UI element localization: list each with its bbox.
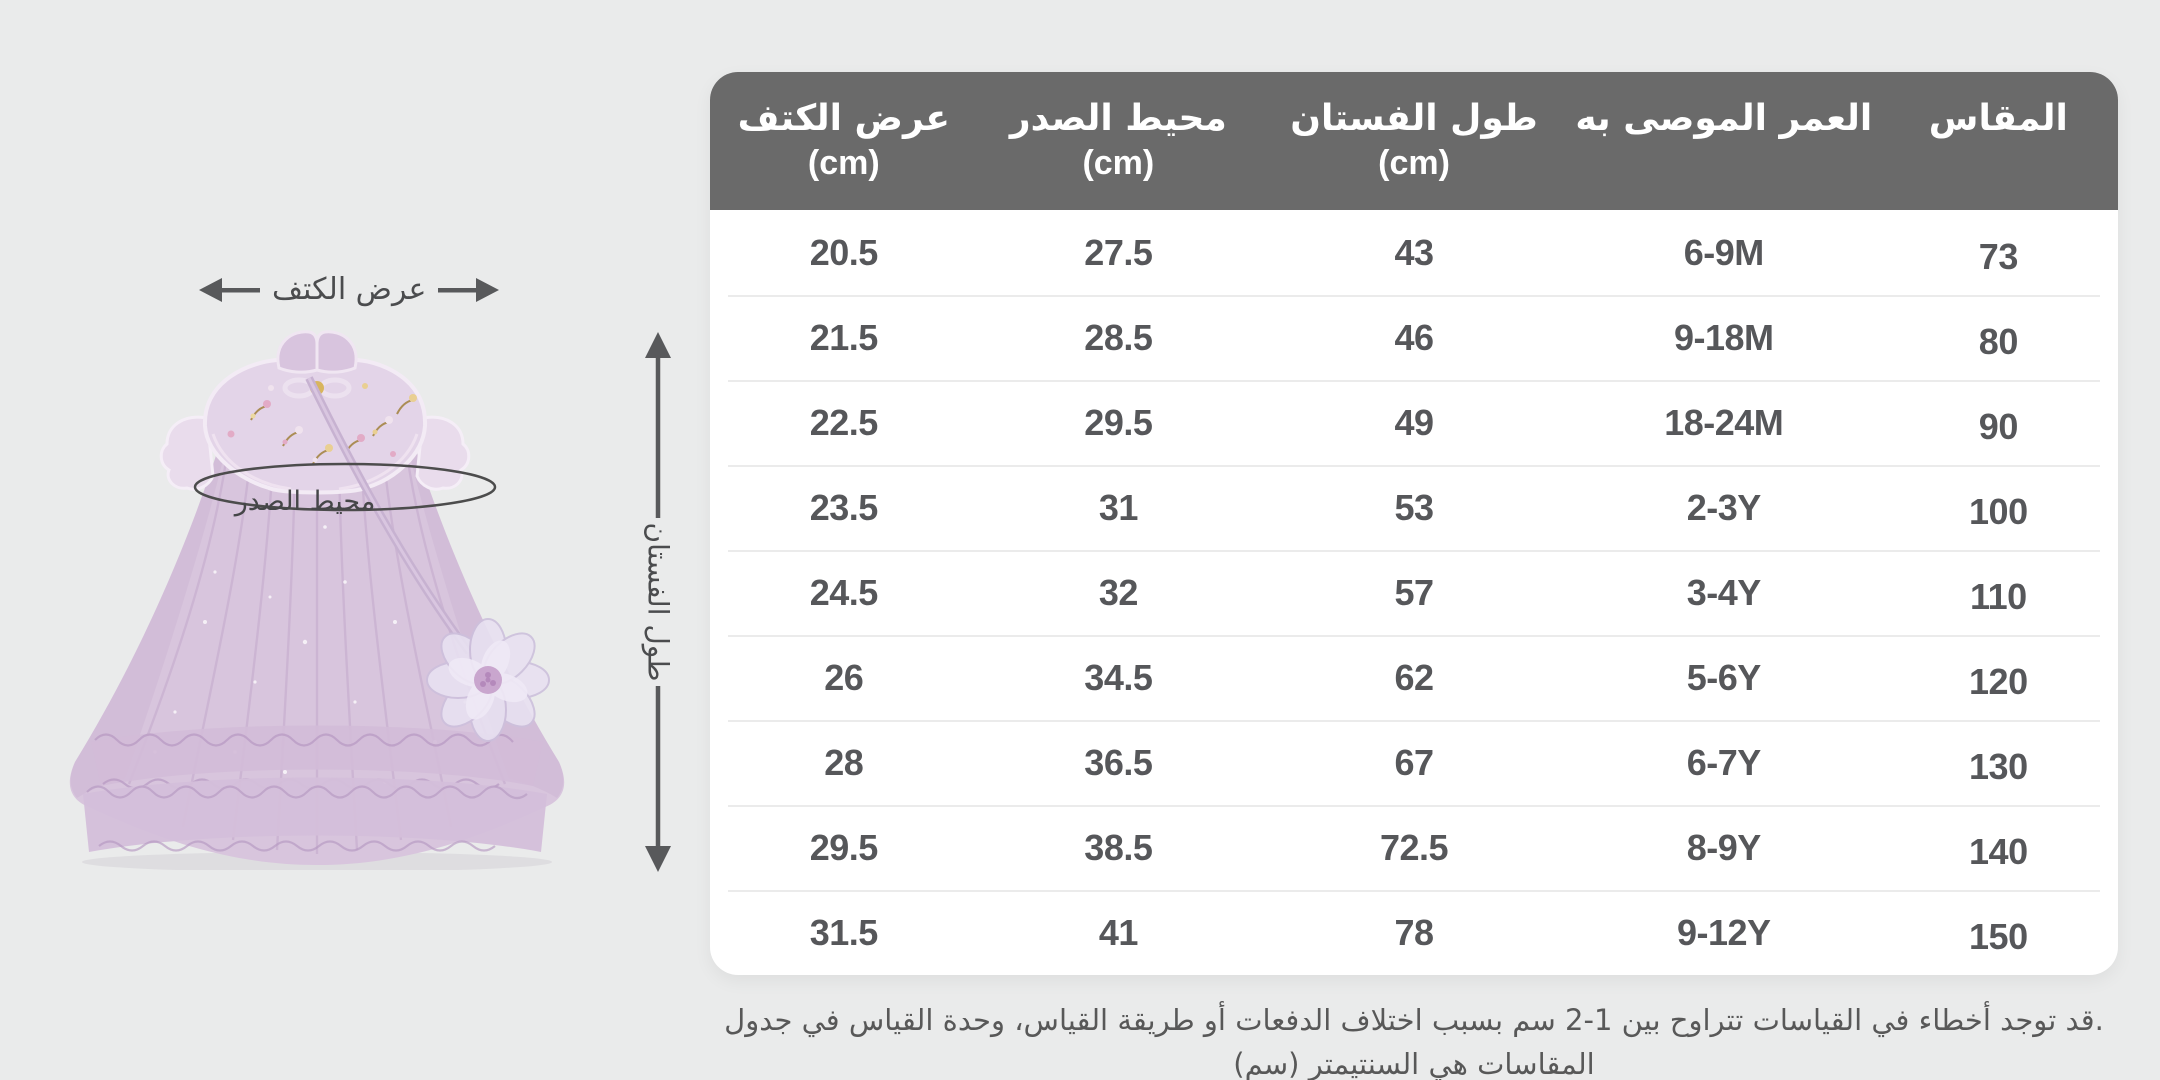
shoulder-width-annotation: عرض الكتف [198,272,500,307]
dress-photo [55,322,575,872]
arrow-up-icon [645,332,671,518]
column-header-length: طول الفستان (cm) [1290,98,1538,182]
dress-figure-panel: عرض الكتف [0,0,710,1080]
table-row: 150 9-12Y 78 41 31.5 [710,890,2118,975]
flower-bag [426,618,550,742]
table-row: 130 6-7Y 67 36.5 28 [710,720,2118,805]
column-header-age: العمر الموصى به [1575,98,1873,139]
shoulder-width-label: عرض الكتف [272,272,427,307]
dress-length-annotation: طول الفستان [638,330,678,875]
table-row: 73 6-9M 43 27.5 20.5 [809,231,2019,277]
size-table-body: 73 6-9M 43 27.5 20.5 80 9-18M 46 28.5 21… [710,210,2118,975]
table-row: 140 8-9Y 72.5 38.5 29.5 [710,805,2118,890]
arrow-left-icon [199,277,260,302]
arrow-right-icon [438,277,500,302]
size-table-header: المقاس العمر الموصى به طول الفستان (cm) … [710,72,2118,210]
chest-ellipse-annotation [193,462,497,512]
table-row: 120 5-6Y 62 34.5 26 [710,635,2118,720]
table-row: 100 2-3Y 53 31 23.5 [710,465,2118,550]
size-table-card: المقاس العمر الموصى به طول الفستان (cm) … [710,72,2118,975]
table-row: 80 9-18M 46 28.5 21.5 [710,295,2118,380]
table-row: 90 18-24M 49 29.5 22.5 [710,380,2118,465]
dress-length-label-wrap: طول الفستان [638,518,678,686]
column-header-size: المقاس [1928,98,2068,139]
arrow-down-icon [645,686,671,872]
column-header-chest: محيط الصدر (cm) [1009,98,1227,182]
dress-length-label: طول الفستان [641,522,675,682]
column-header-shoulder: عرض الكتف (cm) [737,98,950,182]
dress-illustration [69,330,565,872]
table-row: 110 3-4Y 57 32 24.5 [710,550,2118,635]
measurement-disclaimer-note: .قد توجد أخطاء في القياسات تتراوح بين 1-… [724,1003,2104,1080]
chest-circumference-label: محيط الصدر [234,486,376,517]
